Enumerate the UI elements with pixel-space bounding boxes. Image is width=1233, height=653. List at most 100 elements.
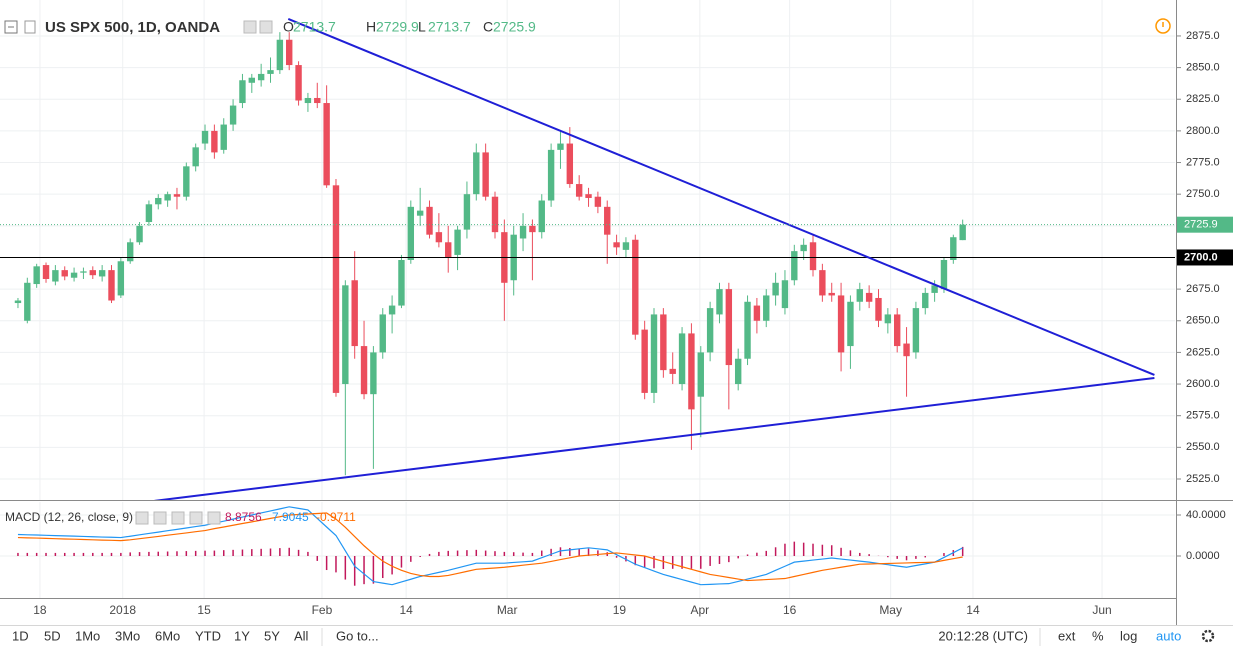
candle-body xyxy=(940,260,948,290)
candle-body xyxy=(257,73,265,81)
range-button[interactable]: 6Mo xyxy=(155,628,180,643)
candle-body xyxy=(407,206,415,260)
x-tick-label: 14 xyxy=(966,603,980,617)
candle-body xyxy=(314,97,321,104)
candle-body xyxy=(697,352,704,397)
range-button[interactable]: YTD xyxy=(195,628,221,643)
ohlc-value: 2725.9 xyxy=(493,19,536,35)
scale-option[interactable]: auto xyxy=(1156,628,1181,643)
ohlc-value: 2713.7 xyxy=(293,19,336,35)
toolbar: 1D 5D 1Mo 3Mo 6Mo YTD 1Y 5Y All Go to... 20:12:28 … xyxy=(12,628,1181,643)
goto-button[interactable]: Go to... xyxy=(336,628,379,643)
candle-body xyxy=(575,184,583,197)
ohlc-letter: L xyxy=(418,19,426,35)
candle-body xyxy=(416,210,424,216)
x-tick-label: 19 xyxy=(613,603,627,617)
x-tick-label: Mar xyxy=(497,603,518,617)
candle-body xyxy=(80,271,87,273)
settings-icon[interactable] xyxy=(243,20,257,34)
candle-body xyxy=(454,229,461,255)
candle-body xyxy=(557,143,564,150)
indicator-icon[interactable] xyxy=(171,511,185,525)
candle-body xyxy=(435,232,443,243)
candle-body xyxy=(286,39,293,66)
scale-option[interactable]: log xyxy=(1120,628,1137,643)
candle-body xyxy=(529,225,536,233)
candle-body xyxy=(183,166,190,197)
indicator-icon[interactable] xyxy=(189,511,203,525)
grid xyxy=(0,0,1175,598)
candle-body xyxy=(426,206,433,235)
visibility-icon[interactable] xyxy=(259,20,273,34)
range-button[interactable]: 1D xyxy=(12,628,29,643)
candle-body xyxy=(445,242,452,258)
series-icon xyxy=(24,20,36,34)
scale-option[interactable]: % xyxy=(1092,628,1104,643)
range-button[interactable]: 1Y xyxy=(234,628,250,643)
range-button[interactable]: 3Mo xyxy=(115,628,140,643)
indicator-icon[interactable] xyxy=(207,511,221,525)
candle-body xyxy=(884,314,892,324)
candle-body xyxy=(875,297,882,321)
candle-body xyxy=(473,152,480,195)
candle-body xyxy=(706,308,714,353)
indicator-icon[interactable] xyxy=(153,511,167,525)
candle-body xyxy=(959,224,966,241)
x-tick-label: Apr xyxy=(690,603,709,617)
candle-body xyxy=(482,152,489,197)
candle-body xyxy=(547,149,555,201)
y-tick-label: 40.0000 xyxy=(1186,509,1226,521)
indicator-title: MACD (12, 26, close, 9) xyxy=(5,510,133,524)
x-tick-label: Jun xyxy=(1092,603,1111,617)
y-tick-label: 2750.0 xyxy=(1186,188,1220,200)
candle-body xyxy=(950,237,957,260)
candle-body xyxy=(912,308,920,353)
range-button[interactable]: 5Y xyxy=(264,628,280,643)
scale-option[interactable]: ext xyxy=(1058,628,1076,643)
settings-gear[interactable] xyxy=(1201,629,1215,643)
x-tick-label: 18 xyxy=(33,603,47,617)
candle-body xyxy=(632,239,639,335)
candle-body xyxy=(613,242,620,248)
candle-body xyxy=(351,280,358,347)
ohlc-letter: O xyxy=(283,19,294,35)
clock[interactable]: 20:12:28 (UTC) xyxy=(938,628,1028,643)
candle-body xyxy=(772,282,779,296)
candle-body xyxy=(108,270,115,301)
candle-body xyxy=(538,200,545,233)
x-tick-label: May xyxy=(879,603,902,617)
y-tick-label: 2675.0 xyxy=(1186,283,1220,295)
candle-body xyxy=(865,292,873,302)
range-button[interactable]: All xyxy=(294,628,309,643)
candle-body xyxy=(155,197,162,205)
macd-pane xyxy=(17,506,964,586)
candle-body xyxy=(267,70,274,74)
range-button[interactable]: 5D xyxy=(44,628,61,643)
trend-line xyxy=(287,18,1155,376)
y-tick-label: 2600.0 xyxy=(1186,378,1220,390)
candle-body xyxy=(370,352,377,395)
x-tick-label: Feb xyxy=(312,603,333,617)
clock-icon[interactable] xyxy=(1155,18,1171,34)
indicator-icon[interactable] xyxy=(135,511,149,525)
candle-body xyxy=(791,251,798,281)
candle-body xyxy=(688,333,695,410)
candle-body xyxy=(24,282,31,321)
candle-body xyxy=(566,143,574,185)
candle-body xyxy=(903,343,910,357)
collapse-icon[interactable] xyxy=(4,20,18,34)
y-tick-label: 2550.0 xyxy=(1186,441,1220,453)
candle-body xyxy=(398,260,405,306)
candle-body xyxy=(173,194,181,197)
y-tick-label: 2800.0 xyxy=(1186,125,1220,137)
symbol-title[interactable]: US SPX 500, 1D, OANDA xyxy=(45,19,220,36)
y-tick-label: 2525.0 xyxy=(1186,473,1220,485)
candle-body xyxy=(604,206,611,235)
candle-body xyxy=(276,39,284,71)
range-button[interactable]: 1Mo xyxy=(75,628,100,643)
level-badge xyxy=(1177,249,1233,266)
candle-body xyxy=(922,292,929,309)
candle-body xyxy=(594,196,602,207)
candle-body xyxy=(641,329,648,393)
